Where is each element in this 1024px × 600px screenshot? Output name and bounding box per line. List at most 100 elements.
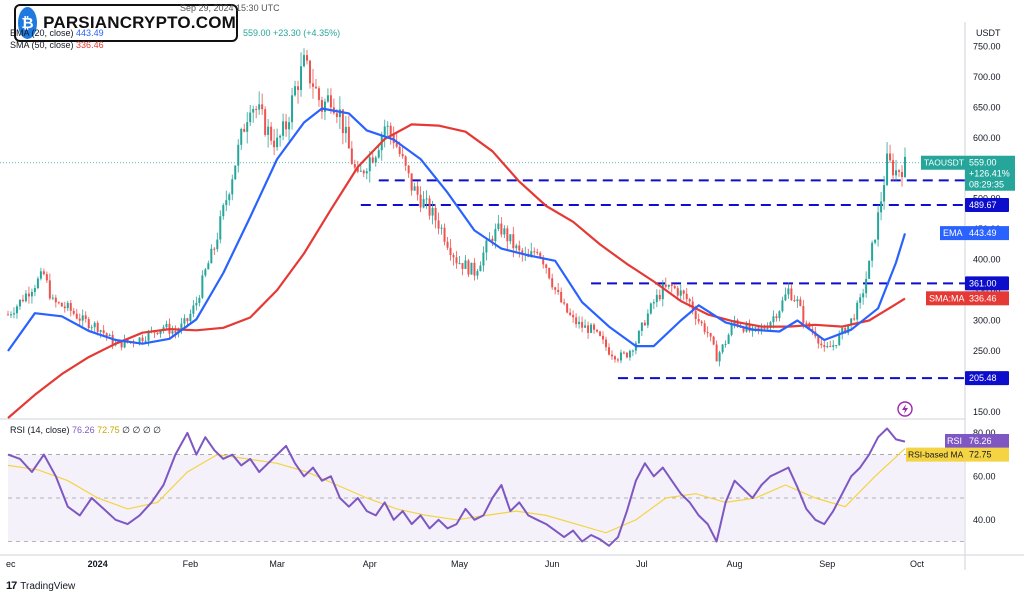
candle-body (697, 318, 700, 322)
last-price-block (965, 155, 1015, 191)
candle-body (793, 300, 796, 302)
candle-body (610, 354, 613, 357)
candle-body (883, 185, 886, 202)
candle-body (862, 293, 865, 298)
candle-body (261, 104, 264, 110)
ema-20-line (7, 107, 907, 352)
candle-body (371, 157, 374, 163)
candle-body (655, 294, 658, 303)
candle-body (455, 257, 458, 264)
candle-body (300, 66, 303, 90)
candle-body (557, 289, 560, 292)
candle-body (904, 156, 906, 178)
candle-body (72, 310, 75, 314)
candle-body (688, 299, 691, 302)
candle-body (578, 321, 581, 325)
candle-body (279, 135, 282, 138)
candle-body (500, 223, 503, 235)
candle-body (817, 336, 820, 344)
rsi-y-tick-label: 80.00 (973, 428, 996, 438)
bitcoin-b-icon: ₿ (18, 7, 38, 39)
candle-body (676, 288, 679, 296)
candle-body (575, 317, 578, 325)
x-tick-label: Jul (636, 559, 648, 569)
publisher-text: Sep 29, 2024 15:30 UTC (180, 3, 280, 13)
ema-value-tag: 443.49 (969, 228, 997, 238)
candle-body (159, 330, 162, 335)
rsi-ma-line (7, 448, 906, 534)
sma-name-bg (926, 291, 965, 306)
candle-body (84, 315, 87, 320)
level-361-tag: 361.00 (969, 278, 997, 288)
candle-body (796, 299, 799, 302)
last-price-countdown: 08:29:35 (969, 180, 1004, 190)
candle-body (255, 108, 258, 110)
candle-body (625, 352, 628, 358)
candle-body (317, 88, 320, 101)
candle-body (898, 170, 901, 172)
candle-body (51, 297, 54, 299)
candle-body (563, 302, 566, 304)
candle-body (844, 327, 847, 334)
candle-body (542, 257, 545, 265)
candle-body (494, 229, 497, 242)
candle-body (850, 318, 853, 325)
candle-body (497, 223, 500, 230)
candle-body (769, 322, 772, 328)
candle-body (428, 198, 431, 216)
candle-body (39, 271, 42, 279)
candle-body (449, 247, 452, 256)
candle-body (868, 260, 871, 279)
candle-body (63, 306, 66, 309)
candle-body (314, 86, 317, 89)
rsi-y-tick-label: 40.00 (973, 515, 996, 525)
candle-body (222, 205, 225, 217)
rsi-ma-name-tag: RSI-based MA (908, 450, 964, 460)
candle-body (569, 312, 572, 315)
ema-legend: EMA (20, close) 443.49 (10, 28, 104, 38)
sma-50-line (7, 123, 906, 419)
candle-body (607, 347, 610, 355)
candle-body (48, 280, 51, 299)
candle-body (329, 95, 332, 108)
symbol-tag-bg (921, 155, 965, 170)
candle-body (805, 322, 808, 324)
candle-body (799, 299, 802, 306)
candle-body (515, 245, 518, 249)
candle-body (706, 332, 709, 334)
candle-body (536, 251, 539, 253)
rsi-legend-label: RSI (14, close) (10, 425, 70, 435)
candle-body (69, 303, 72, 311)
candle-body (467, 260, 470, 275)
candle-body (832, 345, 835, 347)
candle-body (560, 291, 563, 303)
candle-body (395, 143, 398, 147)
candle-body (700, 321, 703, 324)
sma-legend-value: 336.46 (76, 40, 104, 50)
candle-body (452, 255, 455, 258)
rsi-band-fill (8, 454, 965, 542)
candle-body (646, 313, 649, 326)
candle-body (326, 95, 329, 102)
candle-body (760, 327, 763, 329)
tradingview-footer[interactable]: 17 TradingView (6, 580, 75, 592)
candle-body (141, 337, 144, 342)
candle-body (590, 324, 593, 333)
candle-body (147, 331, 150, 341)
candle-body (482, 252, 485, 266)
candle-body (33, 288, 36, 292)
candle-body (320, 100, 323, 112)
rsi-value-bg (965, 433, 1009, 448)
candle-body (667, 284, 670, 287)
candle-body (267, 126, 270, 135)
candle-body (661, 284, 664, 300)
candle-body (210, 248, 213, 264)
candle-body (198, 297, 201, 303)
candle-body (15, 306, 18, 314)
candle-body (404, 156, 407, 166)
candle-body (252, 108, 255, 113)
candle-body (374, 157, 377, 163)
candle-body (841, 327, 844, 335)
candle-body (503, 228, 506, 235)
